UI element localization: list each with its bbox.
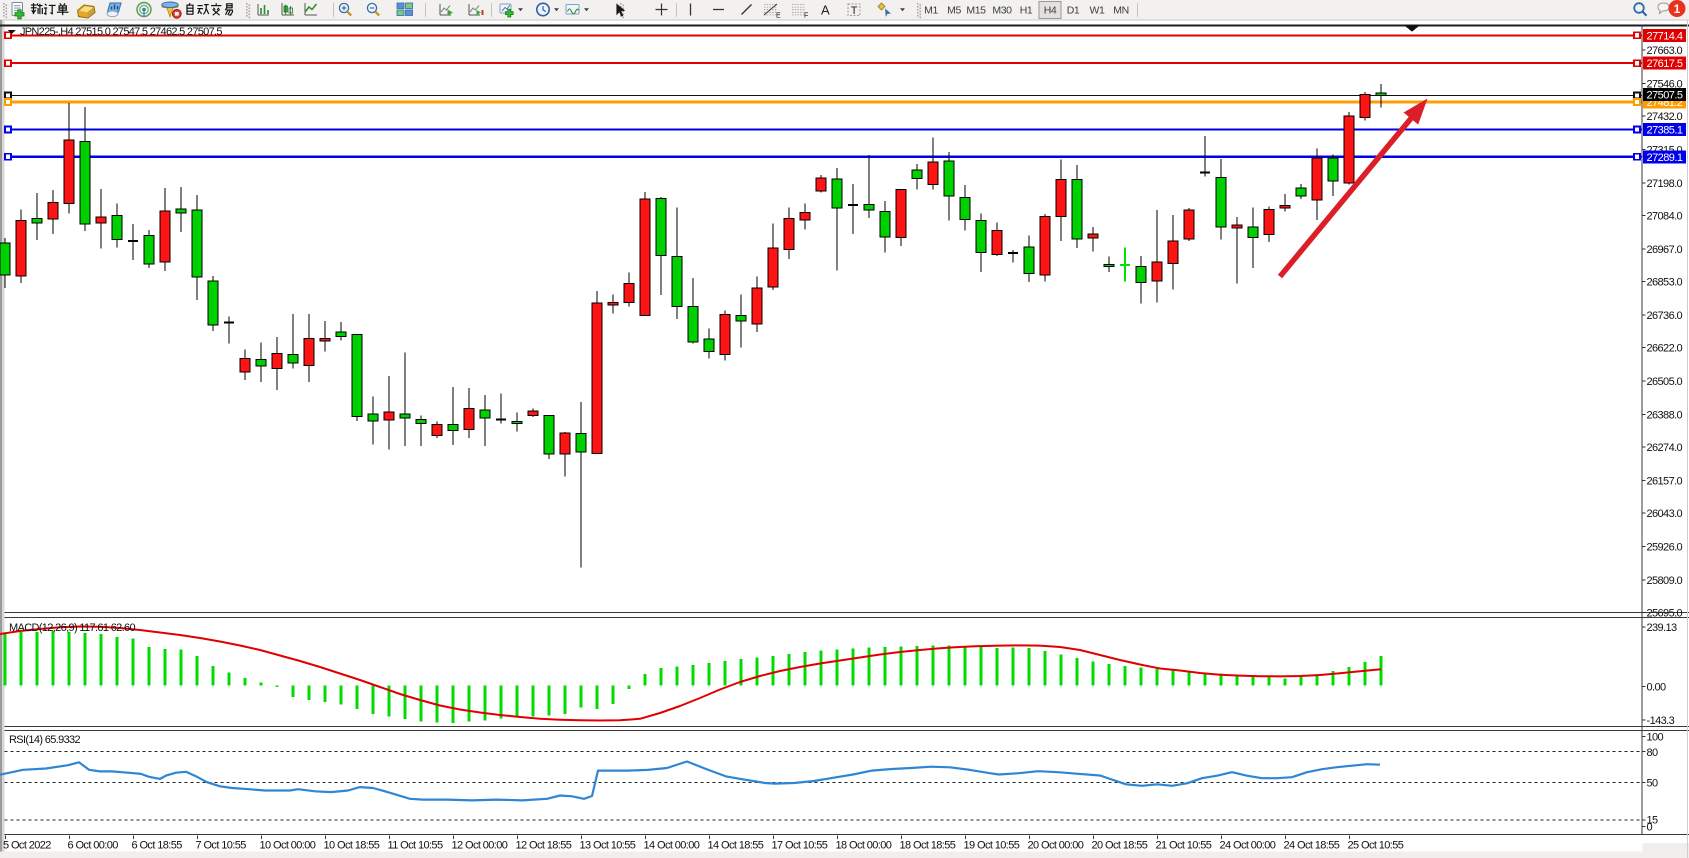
svg-text:M30: M30 bbox=[992, 5, 1012, 17]
svg-text:5 Oct 2022: 5 Oct 2022 bbox=[3, 839, 51, 851]
svg-text:24 Oct 18:55: 24 Oct 18:55 bbox=[1284, 839, 1340, 851]
svg-text:H4: H4 bbox=[1044, 5, 1057, 17]
svg-text:239.13: 239.13 bbox=[1647, 622, 1678, 634]
svg-text:26274.0: 26274.0 bbox=[1647, 442, 1683, 454]
svg-text:10 Oct 00:00: 10 Oct 00:00 bbox=[260, 839, 316, 851]
svg-text:13 Oct 10:55: 13 Oct 10:55 bbox=[580, 839, 636, 851]
svg-text:MACD(12,26,9) 117.61 62.60: MACD(12,26,9) 117.61 62.60 bbox=[9, 622, 136, 634]
svg-text:F: F bbox=[804, 13, 808, 20]
svg-text:27663.0: 27663.0 bbox=[1647, 45, 1683, 57]
svg-text:6 Oct 00:00: 6 Oct 00:00 bbox=[68, 839, 119, 851]
svg-text:0.00: 0.00 bbox=[1647, 681, 1666, 693]
svg-text:100: 100 bbox=[1647, 731, 1664, 743]
svg-text:27617.5: 27617.5 bbox=[1647, 58, 1683, 70]
svg-text:H1: H1 bbox=[1020, 5, 1033, 17]
svg-text:M1: M1 bbox=[924, 5, 938, 17]
svg-text:27507.5: 27507.5 bbox=[1647, 90, 1683, 102]
svg-text:26622.0: 26622.0 bbox=[1647, 343, 1683, 355]
svg-text:26967.0: 26967.0 bbox=[1647, 244, 1683, 256]
svg-text:26043.0: 26043.0 bbox=[1647, 508, 1683, 520]
svg-text:27432.0: 27432.0 bbox=[1647, 111, 1683, 123]
svg-text:14 Oct 18:55: 14 Oct 18:55 bbox=[708, 839, 764, 851]
svg-text:25 Oct 10:55: 25 Oct 10:55 bbox=[1348, 839, 1404, 851]
svg-text:18 Oct 00:00: 18 Oct 00:00 bbox=[836, 839, 892, 851]
svg-text:MN: MN bbox=[1113, 5, 1129, 17]
svg-text:26736.0: 26736.0 bbox=[1647, 310, 1683, 322]
svg-text:25695.0: 25695.0 bbox=[1647, 607, 1683, 619]
svg-text:20 Oct 18:55: 20 Oct 18:55 bbox=[1092, 839, 1148, 851]
svg-text:11 Oct 10:55: 11 Oct 10:55 bbox=[388, 839, 443, 851]
svg-text:21 Oct 10:55: 21 Oct 10:55 bbox=[1156, 839, 1212, 851]
svg-text:12 Oct 18:55: 12 Oct 18:55 bbox=[516, 839, 572, 851]
svg-text:26157.0: 26157.0 bbox=[1647, 475, 1683, 487]
svg-text:27289.1: 27289.1 bbox=[1647, 152, 1683, 164]
svg-text:17 Oct 10:55: 17 Oct 10:55 bbox=[772, 839, 828, 851]
svg-text:27385.1: 27385.1 bbox=[1647, 125, 1683, 137]
svg-text:25926.0: 25926.0 bbox=[1647, 541, 1683, 553]
svg-text:RSI(14) 65.9332: RSI(14) 65.9332 bbox=[9, 734, 80, 746]
svg-text:27084.0: 27084.0 bbox=[1647, 211, 1683, 223]
svg-text:A: A bbox=[821, 3, 830, 18]
svg-text:20 Oct 00:00: 20 Oct 00:00 bbox=[1028, 839, 1084, 851]
svg-text:26505.0: 26505.0 bbox=[1647, 376, 1683, 388]
svg-text:19 Oct 10:55: 19 Oct 10:55 bbox=[964, 839, 1020, 851]
svg-text:M5: M5 bbox=[947, 5, 961, 17]
svg-text:26388.0: 26388.0 bbox=[1647, 409, 1683, 421]
svg-text:E: E bbox=[776, 13, 781, 20]
svg-text:0: 0 bbox=[1647, 821, 1653, 833]
svg-text:6 Oct 18:55: 6 Oct 18:55 bbox=[132, 839, 183, 851]
svg-text:18 Oct 18:55: 18 Oct 18:55 bbox=[900, 839, 956, 851]
svg-text:27198.0: 27198.0 bbox=[1647, 178, 1683, 190]
svg-text:12 Oct 00:00: 12 Oct 00:00 bbox=[452, 839, 508, 851]
svg-text:10 Oct 18:55: 10 Oct 18:55 bbox=[324, 839, 380, 851]
svg-text:50: 50 bbox=[1647, 777, 1659, 789]
svg-text:80: 80 bbox=[1647, 747, 1659, 759]
svg-text:7 Oct 10:55: 7 Oct 10:55 bbox=[196, 839, 247, 851]
svg-text:15: 15 bbox=[1647, 815, 1659, 827]
svg-text:JPN225-,H4 27515.0 27547.5 27: JPN225-,H4 27515.0 27547.5 27462.5 27507… bbox=[20, 26, 222, 38]
svg-text:27546.0: 27546.0 bbox=[1647, 79, 1683, 91]
svg-text:M15: M15 bbox=[966, 5, 986, 17]
svg-text:14 Oct 00:00: 14 Oct 00:00 bbox=[644, 839, 700, 851]
svg-text:W1: W1 bbox=[1090, 5, 1106, 17]
svg-text:-143.3: -143.3 bbox=[1647, 715, 1675, 727]
svg-text:1: 1 bbox=[1674, 2, 1681, 16]
svg-text:24 Oct 00:00: 24 Oct 00:00 bbox=[1220, 839, 1276, 851]
svg-text:D1: D1 bbox=[1067, 5, 1080, 17]
svg-text:T: T bbox=[851, 5, 858, 17]
svg-text:27714.4: 27714.4 bbox=[1647, 30, 1683, 42]
svg-text:26853.0: 26853.0 bbox=[1647, 277, 1683, 289]
svg-text:25809.0: 25809.0 bbox=[1647, 575, 1683, 587]
